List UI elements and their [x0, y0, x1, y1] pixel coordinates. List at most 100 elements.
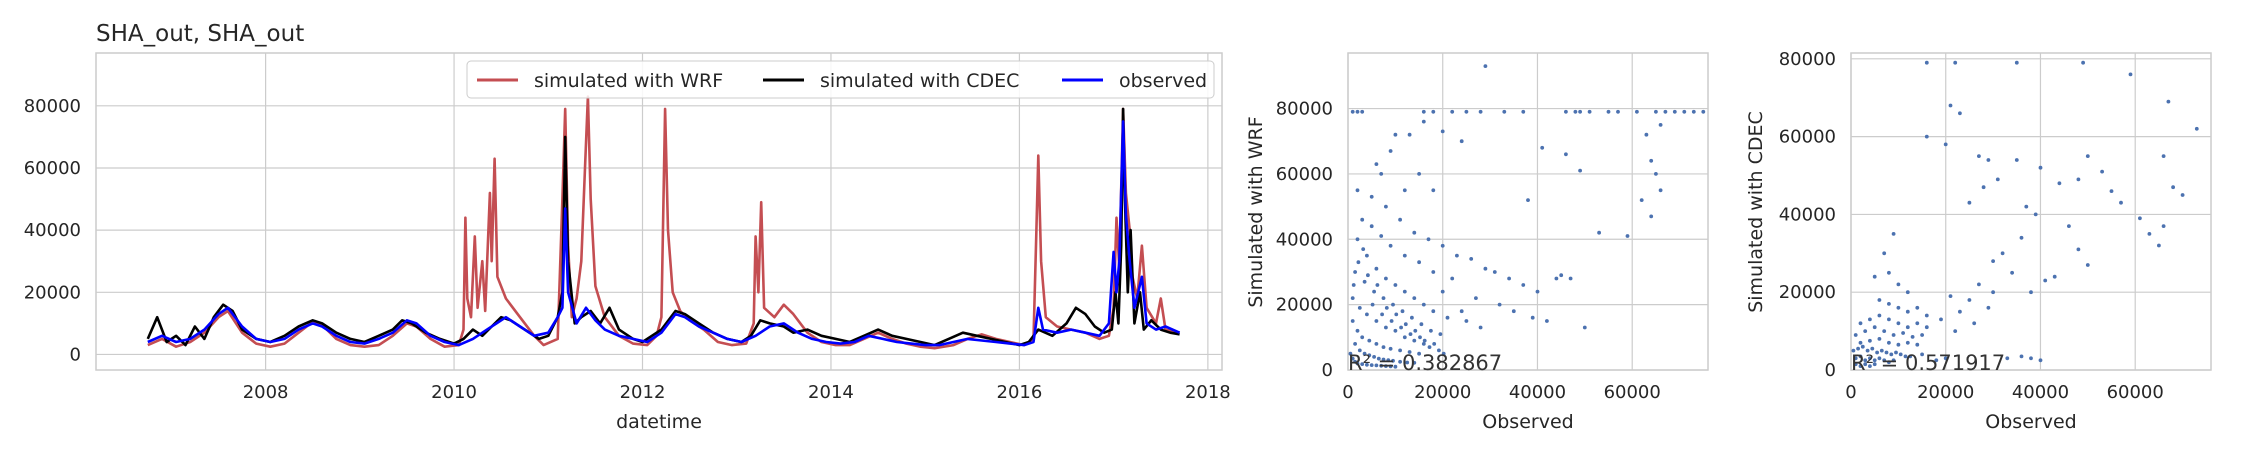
wrf-scatter-point: [1367, 353, 1372, 358]
cdec-scatter-xtick-label: 20000: [1917, 382, 1974, 403]
cdec-scatter-point: [1877, 298, 1882, 302]
cdec-scatter-point: [1896, 321, 1901, 326]
wrf-scatter-point: [1545, 319, 1549, 323]
cdec-scatter-point: [2019, 354, 2024, 359]
wrf-scatter-point: [1357, 348, 1362, 353]
wrf-scatter-point: [1419, 322, 1424, 327]
wrf-scatter-point: [1350, 296, 1355, 300]
cdec-scatter-point: [2100, 169, 2105, 174]
cdec-scatter-point: [1853, 362, 1858, 367]
wrf-scatter-point: [1393, 132, 1398, 137]
wrf-scatter-point: [1654, 172, 1658, 176]
wrf-scatter-point: [1440, 129, 1445, 134]
wrf-scatter-point: [1400, 309, 1405, 314]
wrf-scatter-point: [1526, 198, 1530, 203]
wrf-scatter-point: [1535, 289, 1540, 294]
wrf-scatter-point: [1374, 162, 1379, 167]
cdec-scatter-point: [1903, 354, 1908, 359]
wrf-scatter-point: [1540, 145, 1545, 150]
wrf-scatter-point: [1365, 362, 1369, 367]
wrf-scatter-point: [1380, 312, 1384, 317]
wrf-scatter-point: [1399, 325, 1403, 330]
cdec-scatter-point: [1991, 290, 1995, 295]
wrf-scatter-ytick-label: 40000: [1276, 229, 1333, 250]
wrf-scatter-point: [1365, 253, 1369, 258]
wrf-scatter-point: [1521, 109, 1526, 114]
wrf-scatter-point: [1353, 270, 1357, 274]
wrf-scatter-point: [1402, 335, 1407, 340]
wrf-scatter-point: [1521, 283, 1526, 287]
cdec-scatter-point: [1924, 313, 1929, 318]
wrf-scatter-point: [1360, 109, 1365, 114]
cdec-scatter-point: [1858, 354, 1863, 359]
wrf-scatter-point: [1412, 338, 1417, 343]
wrf-scatter-point: [1559, 273, 1564, 278]
cdec-scatter-point: [1889, 352, 1894, 357]
wrf-scatter-point: [1361, 247, 1366, 252]
cdec-scatter-point: [1882, 329, 1887, 333]
wrf-scatter-point: [1369, 194, 1374, 199]
wrf-scatter-point: [1403, 322, 1408, 327]
wrf-scatter-point: [1587, 109, 1592, 114]
wrf-scatter-point: [1350, 109, 1355, 114]
cdec-scatter-point: [1986, 158, 1991, 162]
cdec-scatter-point: [2067, 224, 2071, 229]
wrf-scatter-point: [1497, 302, 1502, 307]
cdec-r2-annotation: R² = 0.571917: [1851, 351, 2005, 375]
cdec-scatter-point: [1905, 290, 1910, 295]
wrf-scatter-point: [1564, 109, 1568, 114]
cdec-scatter-point: [1856, 346, 1860, 351]
wrf-scatter-point: [1649, 214, 1654, 219]
cdec-scatter-point: [2024, 204, 2029, 209]
wrf-scatter-point: [1554, 276, 1559, 281]
wrf-scatter-ylabel: Simulated with WRF: [1245, 116, 1267, 307]
cdec-scatter-point: [1868, 338, 1872, 343]
wrf-scatter-point: [1431, 309, 1436, 314]
wrf-r2-annotation: R² = 0.382867: [1348, 351, 1502, 375]
wrf-scatter-xlabel: Observed: [1482, 411, 1573, 433]
wrf-scatter-plot-area: [1347, 52, 1709, 371]
wrf-scatter-point: [1381, 357, 1386, 362]
cdec-scatter-point: [1872, 358, 1877, 363]
wrf-scatter-point: [1369, 224, 1374, 229]
cdec-scatter-point: [2119, 200, 2123, 205]
wrf-scatter-point: [1379, 363, 1384, 368]
wrf-scatter-point: [1582, 325, 1587, 330]
timeseries-ytick-label: 80000: [24, 96, 81, 117]
cdec-scatter-ytick-label: 0: [1825, 360, 1836, 381]
cdec-scatter-xlabel: Observed: [1985, 411, 2076, 433]
cdec-scatter-point: [1910, 335, 1915, 339]
cdec-scatter-point: [1986, 305, 1991, 310]
wrf-scatter-point: [1417, 351, 1421, 356]
cdec-scatter-point: [2081, 60, 2086, 65]
wrf-scatter-point: [1421, 342, 1426, 346]
wrf-scatter-point: [1427, 345, 1432, 349]
wrf-scatter-point: [1413, 328, 1418, 333]
wrf-scatter-point: [1440, 289, 1445, 294]
wrf-scatter-point: [1394, 312, 1399, 317]
wrf-scatter-point: [1597, 230, 1601, 235]
cdec-scatter-point: [1891, 232, 1896, 236]
wrf-scatter-point: [1422, 338, 1427, 343]
cdec-scatter-point: [1891, 358, 1896, 363]
wrf-scatter-point: [1437, 348, 1441, 353]
cdec-scatter-point: [1953, 60, 1958, 65]
wrf-scatter-point: [1464, 319, 1469, 323]
wrf-scatter-xtick-label: 40000: [1509, 382, 1566, 403]
wrf-scatter-point: [1384, 306, 1389, 310]
wrf-scatter-point: [1417, 172, 1421, 176]
wrf-scatter-point: [1654, 109, 1658, 114]
cdec-scatter-point: [1853, 333, 1858, 337]
wrf-scatter-ytick-label: 20000: [1276, 295, 1333, 316]
cdec-scatter-point: [1853, 356, 1858, 361]
wrf-scatter-point: [1389, 319, 1394, 323]
wrf-scatter-point: [1372, 289, 1376, 294]
wrf-scatter-point: [1351, 283, 1356, 287]
wrf-scatter-point: [1625, 234, 1630, 238]
legend-label-observed: observed: [1119, 70, 1207, 92]
wrf-scatter-point: [1384, 276, 1388, 281]
cdec-scatter-point: [2038, 165, 2043, 170]
cdec-scatter-points: [1851, 60, 2199, 368]
cdec-scatter-point: [1872, 362, 1877, 367]
